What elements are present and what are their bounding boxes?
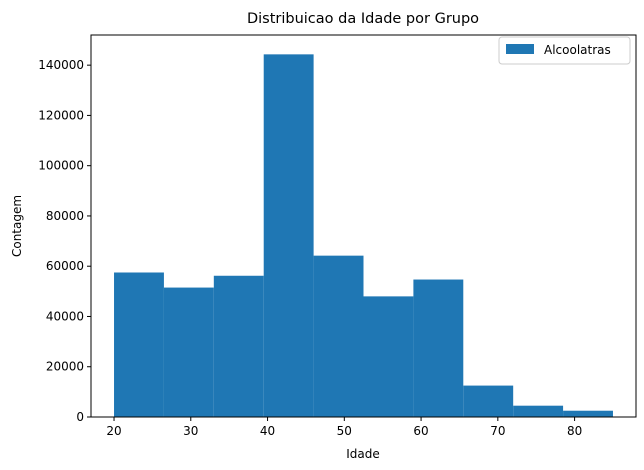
y-axis: 0 20000 40000 60000 80000 100000 120000 140000 [38, 58, 91, 424]
x-tick-label: 70 [490, 424, 505, 438]
histogram-bar [363, 296, 414, 417]
y-tick-label: 140000 [38, 58, 84, 72]
x-tick-label: 20 [106, 424, 121, 438]
histogram-bar [313, 255, 364, 417]
y-tick-label: 80000 [46, 209, 84, 223]
histogram-bar [263, 54, 314, 417]
x-tick-label: 60 [413, 424, 428, 438]
y-tick-label: 0 [76, 410, 84, 424]
histogram-bar [513, 405, 564, 417]
x-tick-label: 80 [567, 424, 582, 438]
y-tick-label: 60000 [46, 259, 84, 273]
y-tick-label: 20000 [46, 360, 84, 374]
y-tick-label: 40000 [46, 309, 84, 323]
histogram-bar [213, 275, 264, 417]
histogram-bar [413, 279, 464, 417]
histogram-bar [163, 287, 214, 417]
plot-frame [90, 34, 637, 418]
y-axis-label: Contagem [10, 195, 24, 257]
legend-swatch [506, 44, 534, 54]
histogram-bar [563, 410, 613, 417]
chart-title: Distribuicao da Idade por Grupo [247, 11, 479, 27]
histogram-bar [463, 385, 514, 417]
legend: Alcoolatras [498, 36, 631, 65]
x-axis-label: Idade [346, 447, 380, 461]
legend-label: Alcoolatras [544, 43, 611, 57]
legend-box [498, 36, 631, 65]
x-tick-label: 30 [183, 424, 198, 438]
plot-area [114, 54, 613, 417]
x-axis: 20 30 40 50 60 70 80 [106, 417, 582, 438]
histogram-bar [114, 272, 164, 417]
x-tick-label: 50 [337, 424, 352, 438]
y-tick-label: 100000 [38, 159, 84, 173]
y-tick-label: 120000 [38, 108, 84, 122]
x-tick-label: 40 [260, 424, 275, 438]
